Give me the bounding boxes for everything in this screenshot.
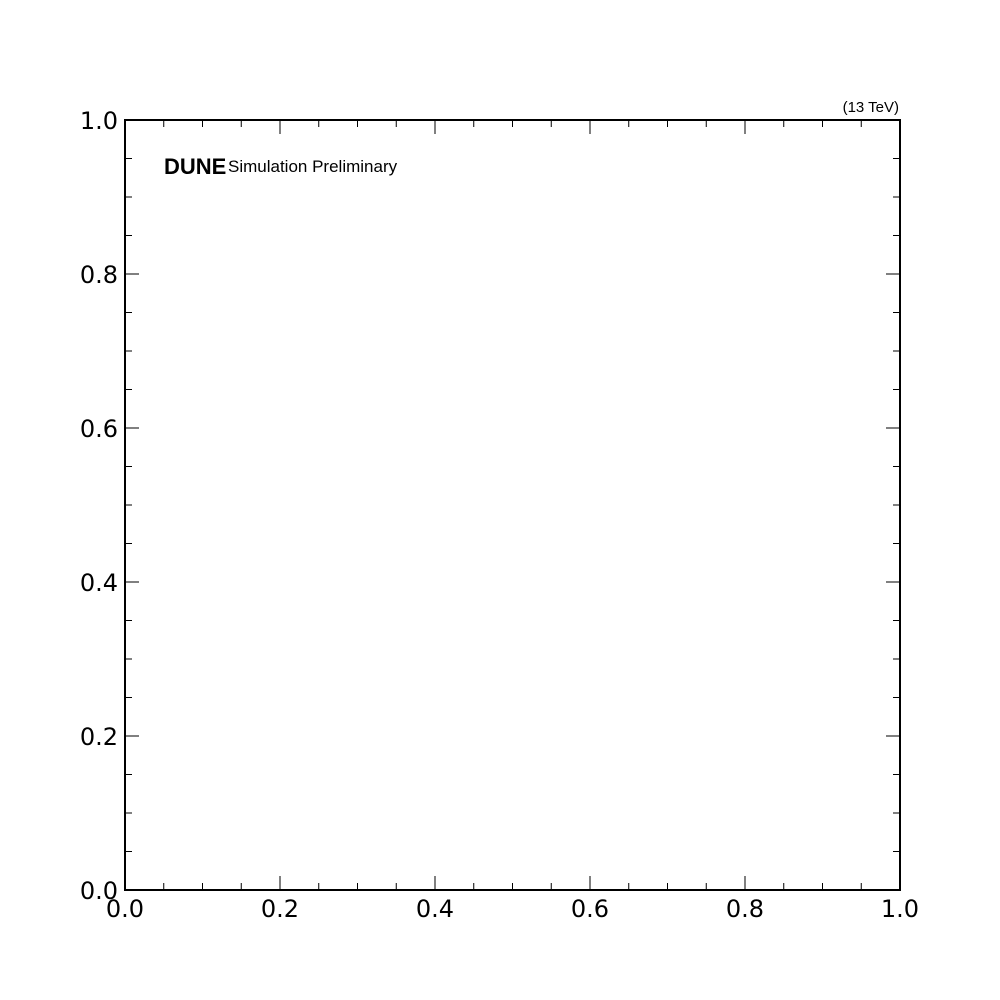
x-tick-label: 0.0 xyxy=(106,895,144,923)
status-label: Simulation Preliminary xyxy=(228,157,398,176)
y-tick-label: 0.8 xyxy=(80,261,118,289)
y-tick-label: 1.0 xyxy=(80,107,118,135)
experiment-label: DUNE xyxy=(164,154,226,179)
axis-ticks xyxy=(124,119,901,891)
y-tick-labels: 0.0 0.2 0.4 0.6 0.8 1.0 xyxy=(80,107,118,905)
x-tick-label: 0.4 xyxy=(416,895,454,923)
x-tick-label: 0.2 xyxy=(261,895,299,923)
y-tick-label: 0.2 xyxy=(80,723,118,751)
x-tick-label: 0.8 xyxy=(726,895,764,923)
energy-label: (13 TeV) xyxy=(843,99,899,116)
plot-frame xyxy=(124,119,901,891)
x-tick-labels: 0.0 0.2 0.4 0.6 0.8 1.0 xyxy=(106,895,919,923)
x-tick-label: 1.0 xyxy=(881,895,919,923)
y-tick-label: 0.6 xyxy=(80,415,118,443)
y-tick-label: 0.0 xyxy=(80,877,118,905)
y-tick-label: 0.4 xyxy=(80,569,118,597)
x-tick-label: 0.6 xyxy=(571,895,609,923)
